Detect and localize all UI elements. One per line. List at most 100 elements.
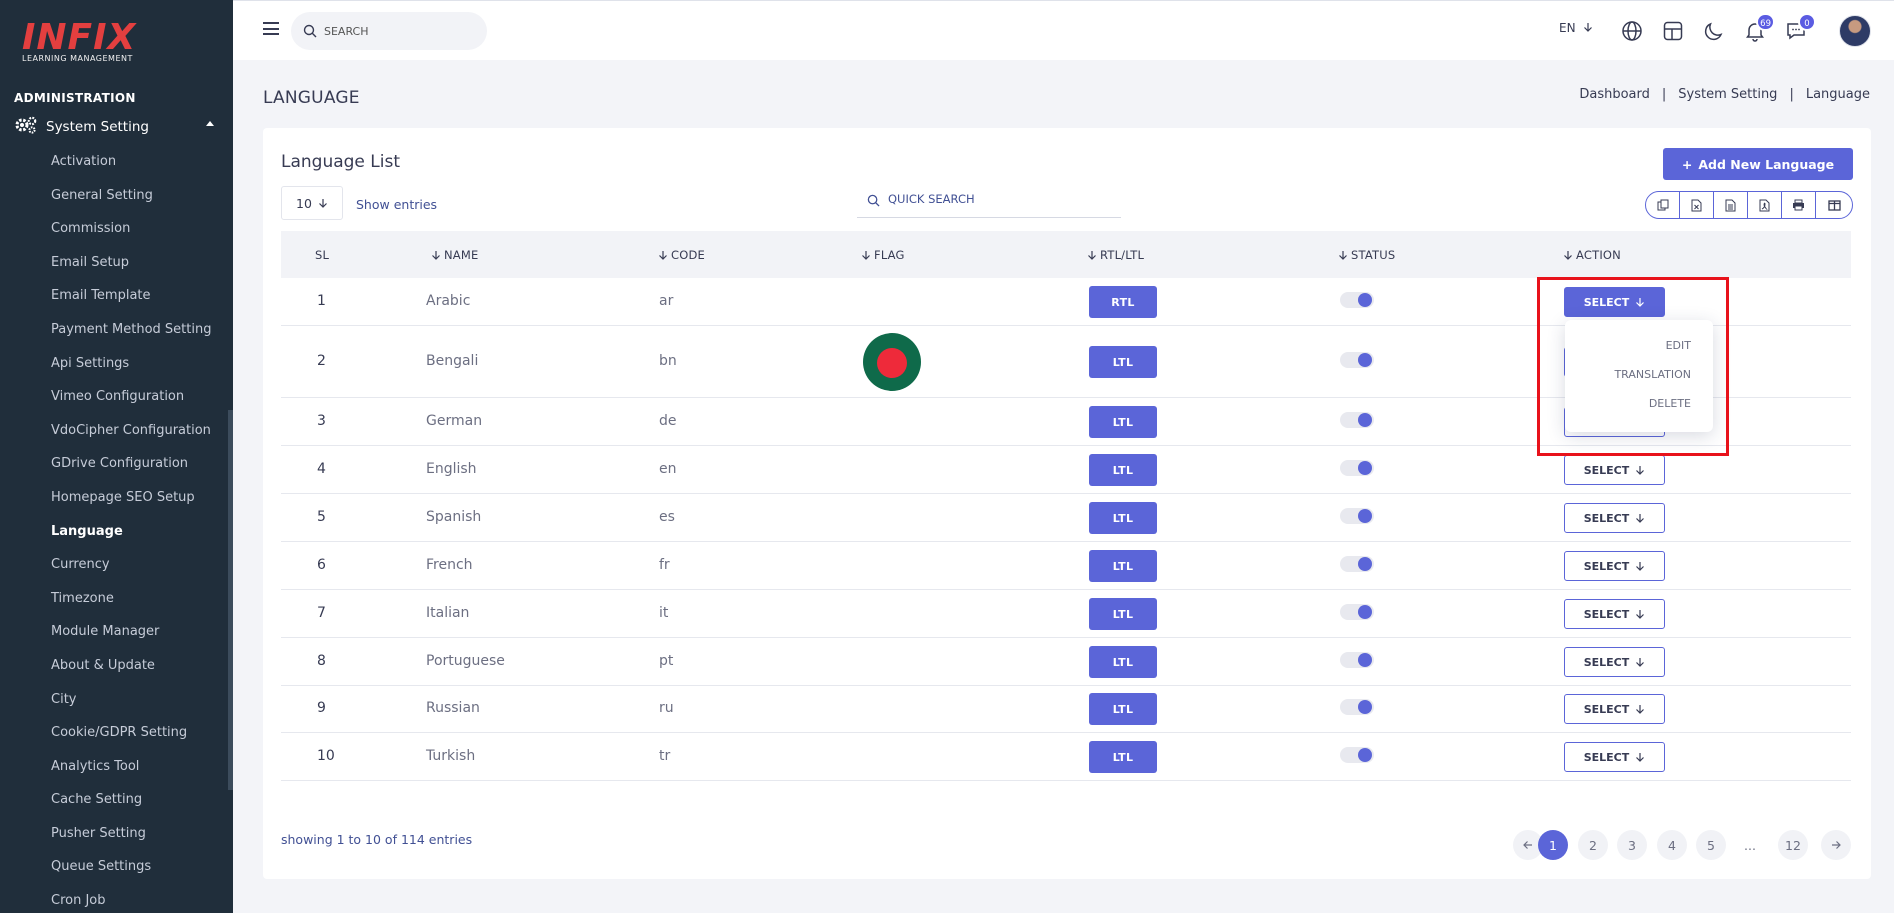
- excel-button[interactable]: [1680, 192, 1714, 218]
- breadcrumb-dashboard[interactable]: Dashboard: [1579, 87, 1650, 102]
- table-row: 5 Spanish es LTL SELECT: [281, 494, 1851, 542]
- status-toggle[interactable]: [1340, 699, 1374, 715]
- sidebar-item-cache[interactable]: Cache Setting: [51, 792, 143, 808]
- avatar[interactable]: [1839, 15, 1871, 47]
- menu-item-translation[interactable]: TRANSLATION: [1614, 368, 1691, 381]
- pagination-next-button[interactable]: [1821, 830, 1851, 860]
- status-toggle[interactable]: [1340, 747, 1374, 763]
- pagination-page[interactable]: 4: [1657, 830, 1687, 860]
- sidebar-item-gdrive[interactable]: GDrive Configuration: [51, 456, 189, 472]
- entries-select[interactable]: 10: [281, 186, 343, 220]
- sidebar-item-activation[interactable]: Activation: [51, 154, 117, 169]
- sidebar-item-language[interactable]: Language: [51, 523, 123, 539]
- direction-badge[interactable]: LTL: [1089, 346, 1157, 378]
- toggle-knob: [1358, 605, 1372, 619]
- sidebar-item-about-update[interactable]: About & Update: [51, 657, 155, 673]
- menu-item-delete[interactable]: DELETE: [1648, 397, 1691, 410]
- quick-search-input[interactable]: [888, 192, 1088, 206]
- direction-badge[interactable]: LTL: [1089, 693, 1157, 725]
- sidebar-item-system-setting[interactable]: System Setting: [14, 116, 214, 138]
- csv-button[interactable]: [1714, 192, 1748, 218]
- col-name[interactable]: NAME: [431, 248, 478, 262]
- menu-icon[interactable]: [263, 22, 279, 35]
- status-toggle[interactable]: [1340, 460, 1374, 476]
- select-action-button[interactable]: SELECT: [1564, 503, 1665, 533]
- select-action-button[interactable]: SELECT: [1564, 287, 1665, 317]
- moon-icon[interactable]: [1702, 19, 1726, 43]
- sidebar-item-email-template[interactable]: Email Template: [51, 288, 151, 304]
- copy-button[interactable]: [1646, 192, 1680, 218]
- pdf-button[interactable]: [1748, 192, 1782, 218]
- add-new-language-button[interactable]: + Add New Language: [1663, 148, 1853, 180]
- status-toggle[interactable]: [1340, 292, 1374, 308]
- pagination-page[interactable]: 3: [1617, 830, 1647, 860]
- sidebar-item-timezone[interactable]: Timezone: [51, 590, 114, 606]
- breadcrumb-system-setting[interactable]: System Setting: [1678, 87, 1778, 102]
- direction-badge[interactable]: LTL: [1089, 406, 1157, 438]
- select-action-button[interactable]: SELECT: [1564, 742, 1665, 772]
- sidebar-item-vimeo[interactable]: Vimeo Configuration: [51, 389, 185, 405]
- sidebar-item-general-setting[interactable]: General Setting: [51, 187, 153, 203]
- search-box[interactable]: [291, 12, 487, 50]
- sidebar-item-vdocipher[interactable]: VdoCipher Configuration: [51, 422, 211, 438]
- select-action-button[interactable]: SELECT: [1564, 455, 1665, 485]
- search-input[interactable]: [324, 24, 474, 38]
- select-action-button[interactable]: SELECT: [1564, 647, 1665, 677]
- row-sl: 10: [317, 748, 335, 764]
- direction-badge[interactable]: LTL: [1089, 646, 1157, 678]
- row-sl: 5: [317, 509, 326, 525]
- print-button[interactable]: [1782, 192, 1816, 218]
- globe-icon[interactable]: [1620, 19, 1644, 43]
- status-toggle[interactable]: [1340, 508, 1374, 524]
- sidebar-item-currency[interactable]: Currency: [51, 557, 110, 573]
- sidebar-item-cookie-gdpr[interactable]: Cookie/GDPR Setting: [51, 725, 188, 741]
- logo[interactable]: INFIX LEARNING MANAGEMENT: [22, 18, 136, 64]
- direction-badge[interactable]: LTL: [1089, 598, 1157, 630]
- col-rtl-ltl[interactable]: RTL/LTL: [1087, 248, 1144, 262]
- sidebar-item-homepage-seo[interactable]: Homepage SEO Setup: [51, 489, 195, 505]
- status-toggle[interactable]: [1340, 604, 1374, 620]
- direction-badge[interactable]: LTL: [1089, 550, 1157, 582]
- select-action-button[interactable]: SELECT: [1564, 551, 1665, 581]
- plus-icon: +: [1681, 156, 1693, 172]
- direction-badge[interactable]: LTL: [1089, 741, 1157, 773]
- columns-button[interactable]: [1816, 192, 1852, 218]
- sidebar-item-email-setup[interactable]: Email Setup: [51, 254, 130, 270]
- pagination-page[interactable]: 5: [1696, 830, 1726, 860]
- notifications-button[interactable]: 69: [1743, 13, 1775, 43]
- quick-search[interactable]: [857, 192, 1121, 218]
- sidebar-scrollbar[interactable]: [228, 410, 233, 790]
- direction-badge[interactable]: RTL: [1089, 286, 1157, 318]
- pagination-page[interactable]: 1: [1538, 830, 1568, 860]
- status-toggle[interactable]: [1340, 412, 1374, 428]
- status-toggle[interactable]: [1340, 352, 1374, 368]
- status-toggle[interactable]: [1340, 652, 1374, 668]
- sidebar-item-commission[interactable]: Commission: [51, 221, 131, 237]
- sidebar-item-queue[interactable]: Queue Settings: [51, 859, 152, 875]
- row-name: English: [426, 461, 477, 477]
- sidebar-item-cron-job[interactable]: Cron Job: [51, 893, 106, 909]
- col-flag-label: FLAG: [874, 248, 905, 262]
- col-status[interactable]: STATUS: [1338, 248, 1395, 262]
- sidebar-item-api-settings[interactable]: Api Settings: [51, 355, 130, 371]
- col-code[interactable]: CODE: [658, 248, 705, 262]
- menu-item-edit[interactable]: EDIT: [1665, 339, 1691, 352]
- pagination-page[interactable]: 12: [1778, 830, 1808, 860]
- pagination-page[interactable]: 2: [1578, 830, 1608, 860]
- sidebar-item-analytics[interactable]: Analytics Tool: [51, 758, 140, 774]
- sidebar-item-payment-method[interactable]: Payment Method Setting: [51, 321, 212, 337]
- col-flag[interactable]: FLAG: [861, 248, 905, 262]
- layout-icon[interactable]: [1661, 19, 1685, 43]
- select-action-button[interactable]: SELECT: [1564, 694, 1665, 724]
- sidebar-item-city[interactable]: City: [51, 691, 77, 707]
- sidebar-item-module-manager[interactable]: Module Manager: [51, 624, 160, 640]
- select-action-button[interactable]: SELECT: [1564, 599, 1665, 629]
- col-action[interactable]: ACTION: [1563, 248, 1621, 262]
- sidebar-item-pusher[interactable]: Pusher Setting: [51, 825, 146, 841]
- direction-badge[interactable]: LTL: [1089, 454, 1157, 486]
- status-toggle[interactable]: [1340, 556, 1374, 572]
- direction-badge[interactable]: LTL: [1089, 502, 1157, 534]
- col-sl[interactable]: SL: [315, 248, 330, 262]
- messages-button[interactable]: 0: [1784, 13, 1816, 43]
- language-select[interactable]: EN: [1559, 21, 1593, 35]
